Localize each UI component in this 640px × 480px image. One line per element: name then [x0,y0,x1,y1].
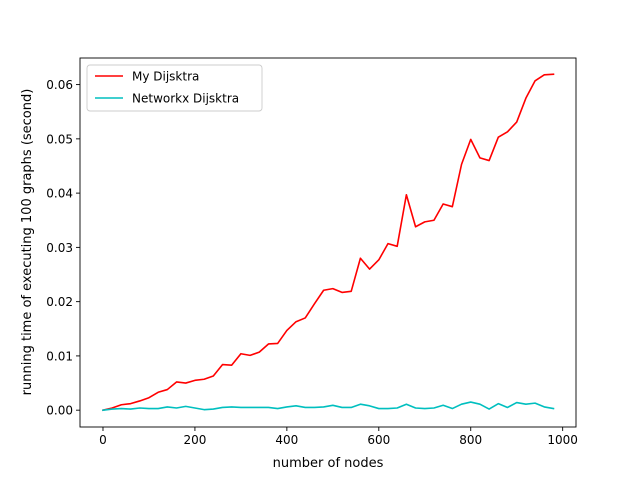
x-tick-label: 0 [99,433,107,447]
y-axis-label: running time of executing 100 graphs (se… [20,89,35,396]
y-tick-label: 0.02 [46,295,73,309]
series-line-1 [102,73,555,412]
legend: My Dijsktra Networkx Dijsktra [86,64,263,112]
legend-label-1: My Dijsktra [132,70,199,84]
axes-frame [79,57,577,428]
x-axis-ticks: 0 200 400 600 800 1000 [99,427,578,447]
x-tick-label: 800 [459,433,482,447]
y-tick-label: 0.06 [46,78,73,92]
plot-area-border [79,57,577,428]
y-tick-label: 0.01 [46,349,73,363]
x-tick-label: 400 [275,433,298,447]
legend-box [86,64,263,112]
y-tick-label: 0.05 [46,132,73,146]
x-tick-label: 1000 [547,433,578,447]
series-line-2 [102,401,555,412]
y-tick-label: 0.03 [46,241,73,255]
legend-label-2: Networkx Dijsktra [132,92,239,106]
y-tick-label: 0.04 [46,187,73,201]
x-tick-label: 200 [183,433,206,447]
x-axis-label: number of nodes [273,456,384,471]
plot-lines [102,73,555,412]
x-tick-label: 600 [367,433,390,447]
y-tick-label: 0.00 [46,404,73,418]
y-axis-ticks: 0.00 0.01 0.02 0.03 0.04 0.05 0.06 [46,78,80,418]
